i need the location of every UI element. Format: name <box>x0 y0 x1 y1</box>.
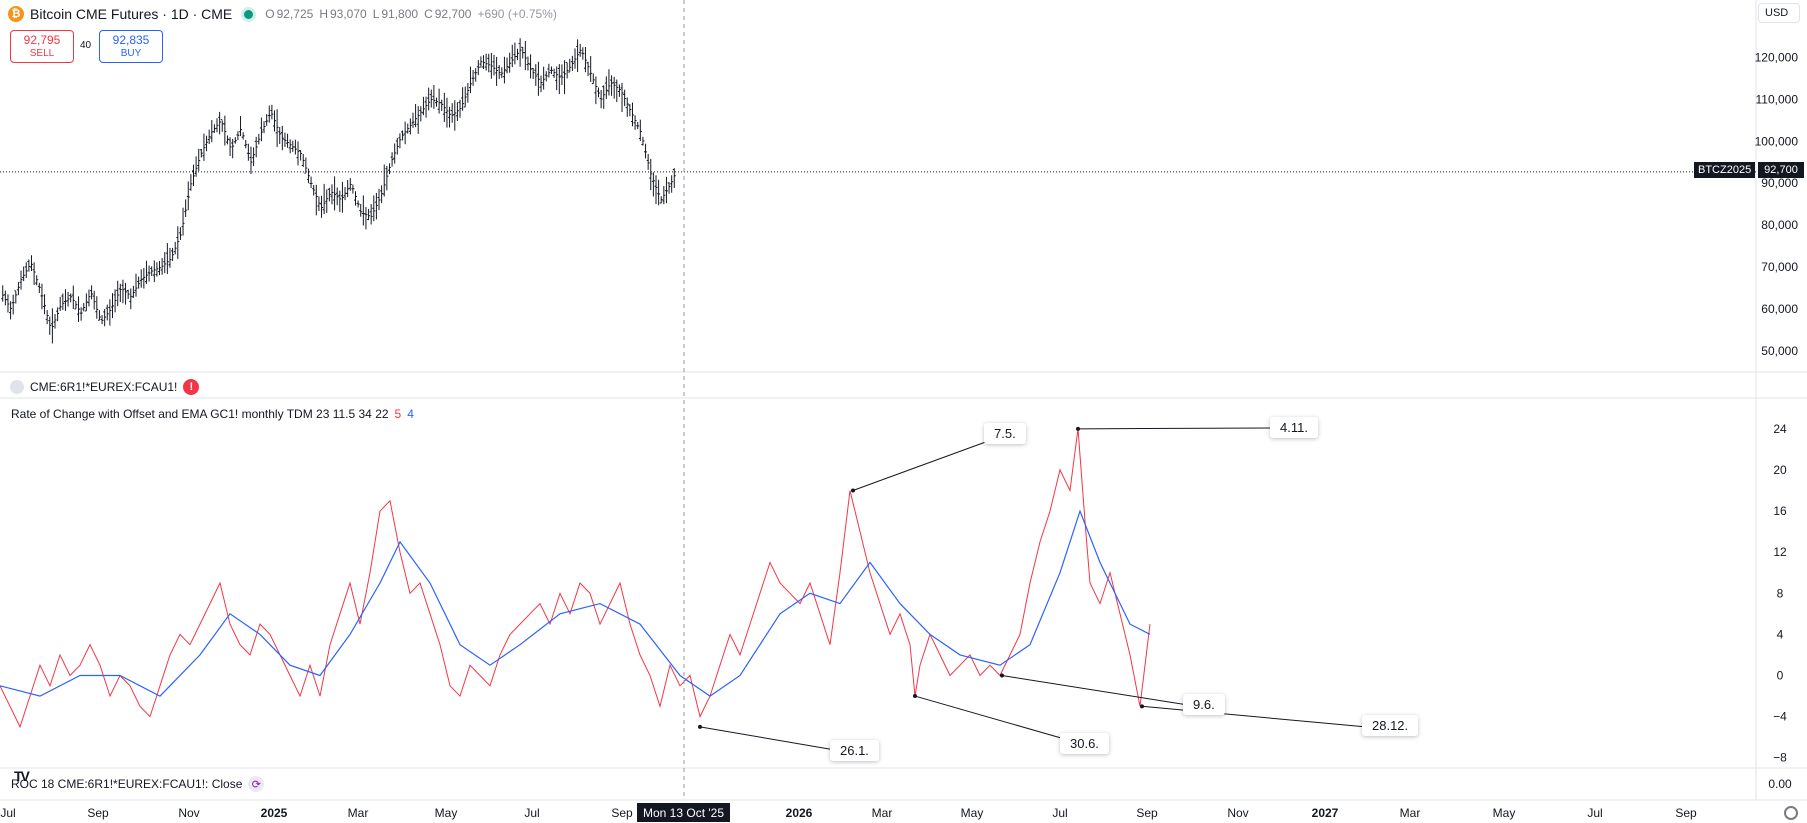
roc-tick-label: 16 <box>1773 504 1787 518</box>
gear-icon[interactable] <box>1784 806 1798 820</box>
callout-label: 28.12. <box>1362 715 1419 736</box>
roc-tick-label: 0 <box>1777 669 1784 683</box>
time-tick-label: May <box>435 806 458 820</box>
time-tick-label: 2025 <box>261 806 288 820</box>
ema-line <box>0 509 1151 697</box>
time-tick-label: Mar <box>872 806 893 820</box>
price-tick-label: 110,000 <box>1756 92 1799 106</box>
spread-value: 40 <box>80 40 92 51</box>
time-tick-label: Jul <box>0 806 15 820</box>
indicator-param-roc: 5 <box>394 407 402 421</box>
roc-title[interactable]: ROC 18 CME:6R1!*EUREX:FCAU1!: Close <box>11 777 243 791</box>
annotation-point <box>1000 673 1004 678</box>
indicator-legend[interactable]: Rate of Change with Offset and EMA GC1! … <box>11 407 414 421</box>
time-tick-label: Sep <box>611 806 633 820</box>
roc-line <box>0 428 1151 729</box>
price-tick-label: 120,000 <box>1755 50 1799 64</box>
crosshair-date-label: Mon 13 Oct '25 <box>637 803 730 822</box>
sell-button[interactable]: 92,795 SELL <box>10 30 74 63</box>
warning-icon[interactable]: ! <box>183 379 200 395</box>
callout-label: 9.6. <box>1183 694 1225 715</box>
bitcoin-icon: ₿ <box>8 6 24 22</box>
price-tick-label: 60,000 <box>1761 302 1798 316</box>
time-tick-label: May <box>961 806 984 820</box>
annotation-leader <box>1141 705 1368 728</box>
time-tick-label: Jul <box>524 806 539 820</box>
time-tick-label: Mar <box>348 806 369 820</box>
roc-tick-label: −4 <box>1773 710 1787 724</box>
time-tick-label: Jul <box>1052 806 1067 820</box>
roc-legend[interactable]: ROC 18 CME:6R1!*EUREX:FCAU1!: Close ⟳ <box>11 776 265 792</box>
sell-price: 92,795 <box>23 32 61 47</box>
buy-button[interactable]: 92,835 BUY <box>99 30 163 63</box>
currency-select[interactable]: USD <box>1758 3 1800 23</box>
refresh-icon[interactable]: ⟳ <box>248 776 265 792</box>
roc-tick-label: −8 <box>1773 751 1787 765</box>
annotation-point <box>698 724 702 729</box>
annotation-leader <box>914 695 1076 743</box>
price-tick-label: 70,000 <box>1761 260 1798 274</box>
buy-price: 92,835 <box>112 32 150 47</box>
time-tick-label: Nov <box>178 806 199 820</box>
price-tick-label: 100,000 <box>1755 134 1799 148</box>
sell-label: SELL <box>29 47 55 59</box>
roc-tick-label: 20 <box>1773 463 1787 477</box>
compare-symbol[interactable]: CME:6R1!*EUREX:FCAU1! <box>30 380 178 394</box>
time-tick-label: Sep <box>87 806 109 820</box>
annotation-point <box>1076 426 1080 431</box>
roc-tick-label: 24 <box>1773 422 1787 436</box>
market-open-icon <box>244 9 254 19</box>
annotation-point <box>851 488 855 493</box>
time-tick-label: May <box>1493 806 1516 820</box>
roc-tick-label: 8 <box>1777 586 1784 600</box>
callout-label: 7.5. <box>984 423 1026 444</box>
annotation-point <box>1140 704 1144 709</box>
buy-label: BUY <box>120 47 142 59</box>
roc-zero-label: 0.00 <box>1768 777 1792 791</box>
time-tick-label: Nov <box>1227 806 1248 820</box>
symbol-header[interactable]: ₿ Bitcoin CME Futures · 1D · CME O 92,725… <box>8 4 557 24</box>
callout-label: 30.6. <box>1060 733 1109 754</box>
price-tick-label: 80,000 <box>1761 218 1798 232</box>
annotation-leader <box>852 435 1003 491</box>
ohlc-values: O 92,725 H 93,070 L 91,800 C 92,700 +690 (+0… <box>265 7 557 21</box>
compare-symbol-row[interactable]: CME:6R1!*EUREX:FCAU1! ! <box>10 378 200 396</box>
time-tick-label: Mar <box>1400 806 1421 820</box>
time-tick-label: 2027 <box>1312 806 1339 820</box>
callout-label: 4.11. <box>1270 417 1318 438</box>
annotation-leader <box>1077 427 1274 430</box>
price-tick-label: 50,000 <box>1761 344 1798 358</box>
tradingview-logo: TV <box>14 768 30 784</box>
callout-label: 26.1. <box>830 740 879 761</box>
roc-tick-label: 4 <box>1777 627 1784 641</box>
time-tick-label: 2026 <box>786 806 813 820</box>
price-change: +690 (+0.75%) <box>477 7 557 21</box>
indicator-title[interactable]: Rate of Change with Offset and EMA GC1! … <box>11 407 389 421</box>
eye-icon[interactable] <box>10 380 24 394</box>
time-tick-label: Sep <box>1136 806 1158 820</box>
time-tick-label: Sep <box>1675 806 1697 820</box>
time-tick-label: Jul <box>1587 806 1602 820</box>
symbol-price-tag: BTCZ2025 <box>1694 162 1756 178</box>
indicator-param-ema: 4 <box>407 407 414 421</box>
roc-tick-label: 12 <box>1773 545 1787 559</box>
symbol-title[interactable]: Bitcoin CME Futures · 1D · CME <box>30 6 233 22</box>
last-price-label: 92,700 <box>1758 162 1804 178</box>
annotation-point <box>913 694 917 699</box>
annotation-leader <box>699 726 836 751</box>
price-tick-label: 90,000 <box>1761 176 1798 190</box>
annotation-leader <box>1001 675 1189 706</box>
